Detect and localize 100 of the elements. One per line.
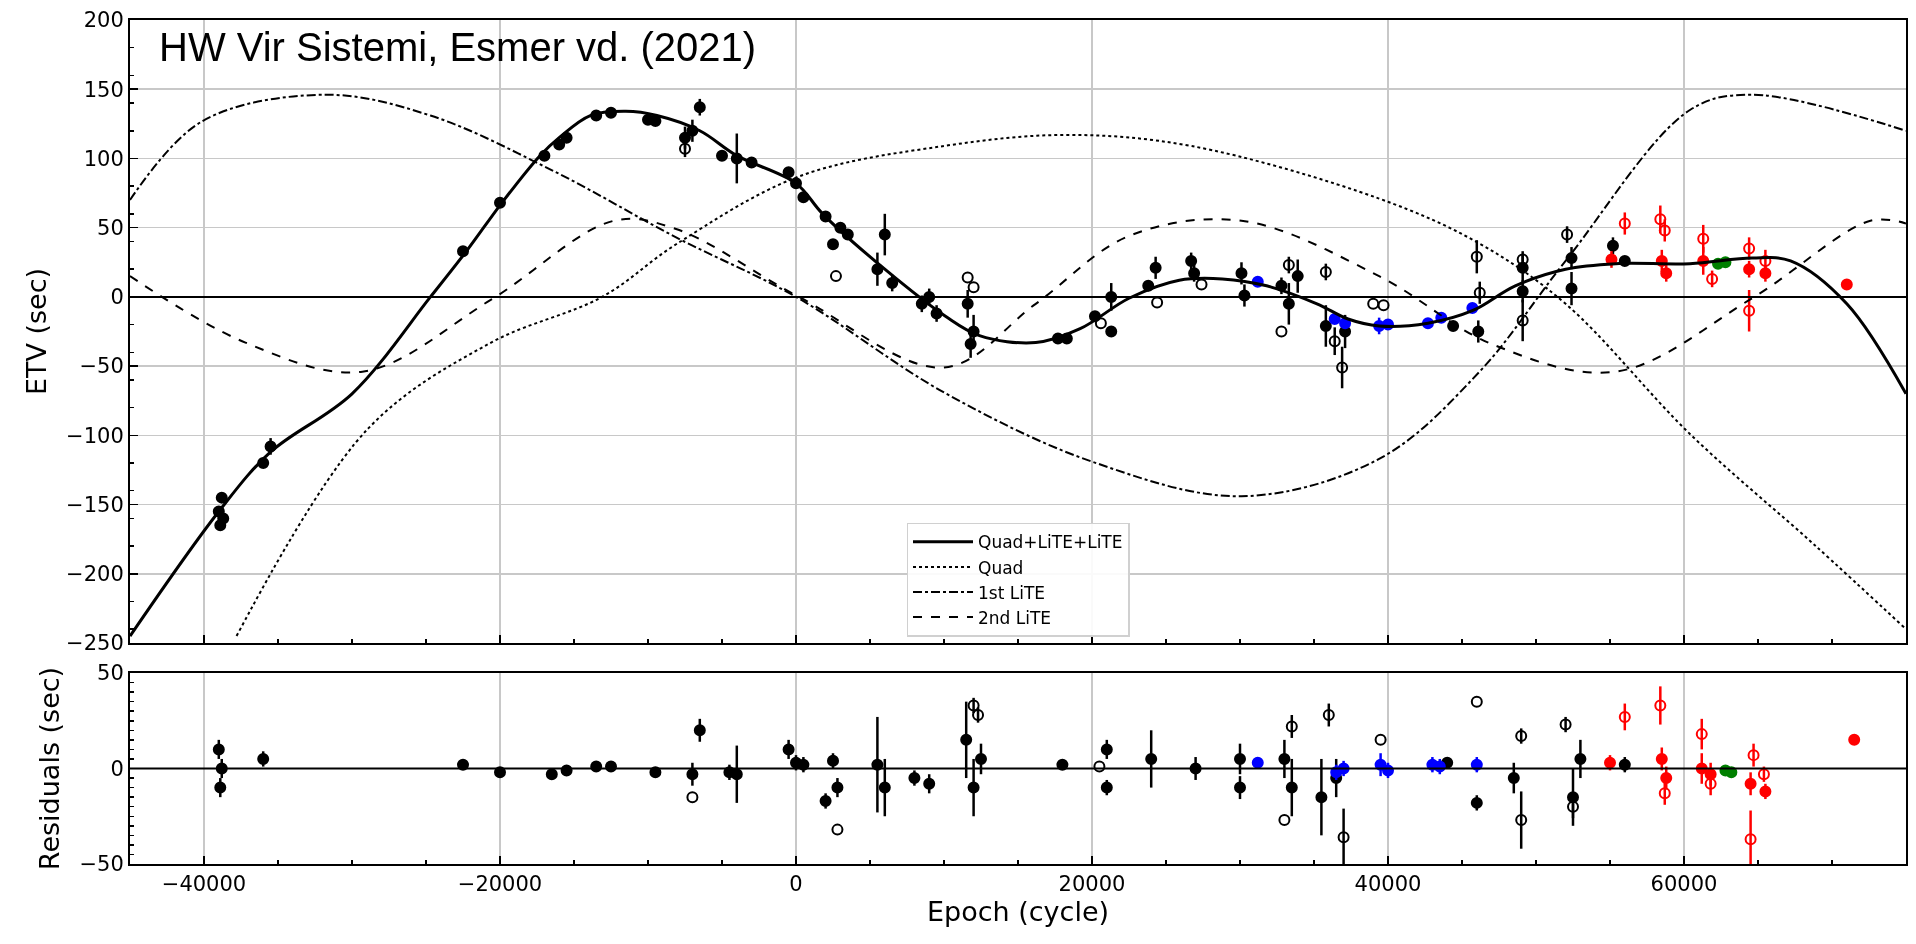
point: [967, 781, 980, 794]
legend-label: 2nd LiTE: [978, 607, 1052, 628]
point: [1660, 267, 1673, 280]
point: [1145, 752, 1158, 765]
x-tick-label: 0: [789, 872, 803, 897]
point: [972, 709, 985, 722]
point: [693, 724, 706, 737]
point: [212, 743, 225, 756]
point: [1473, 286, 1486, 299]
point: [1744, 833, 1757, 846]
y-tick-label: 200: [83, 8, 124, 33]
y-tick-label: −50: [79, 354, 124, 379]
point: [829, 270, 842, 283]
point: [1374, 733, 1387, 746]
point: [1251, 756, 1264, 769]
point: [1655, 752, 1668, 765]
point: [730, 768, 743, 781]
point: [1275, 325, 1288, 338]
legend-label: 1st LiTE: [978, 582, 1046, 603]
y-tick-label: −250: [66, 631, 124, 656]
point: [1100, 743, 1113, 756]
point: [1743, 263, 1756, 276]
x-tick-label: 20000: [1058, 872, 1126, 897]
y-tick-label: −100: [66, 423, 124, 448]
point: [1516, 314, 1529, 327]
point: [1618, 710, 1631, 723]
x-tick-label: 40000: [1354, 872, 1422, 897]
point: [686, 768, 699, 781]
point: [1470, 695, 1483, 708]
point: [1315, 791, 1328, 804]
point: [908, 772, 921, 785]
point: [686, 791, 699, 804]
point: [1695, 728, 1708, 741]
y-tick-label: 50: [97, 216, 124, 241]
point: [1319, 265, 1332, 278]
point: [545, 768, 558, 781]
point: [1658, 224, 1671, 237]
y-tick-label: 50: [97, 661, 124, 686]
y-tick-label: 0: [110, 756, 124, 781]
y-tick-label: 100: [83, 146, 124, 171]
point: [819, 794, 832, 807]
point: [1328, 313, 1341, 326]
point: [878, 781, 891, 794]
point: [257, 752, 270, 765]
y-tick-label: −150: [66, 492, 124, 517]
point: [1706, 272, 1719, 285]
point: [1654, 213, 1667, 226]
y-tick-label: 150: [83, 77, 124, 102]
point: [1840, 278, 1853, 291]
point: [1094, 317, 1107, 330]
point: [831, 781, 844, 794]
point: [1093, 760, 1106, 773]
point: [1377, 299, 1390, 312]
point: [1604, 756, 1616, 769]
point: [1744, 777, 1757, 790]
point: [1282, 259, 1295, 272]
point: [827, 754, 839, 767]
point: [1285, 781, 1298, 794]
point: [975, 752, 987, 765]
y-axis-title: ETV (sec): [20, 267, 52, 396]
point: [782, 743, 795, 756]
point: [679, 142, 691, 155]
point: [1654, 699, 1667, 712]
point: [831, 823, 844, 836]
y-axis-title: Residuals (sec): [34, 666, 66, 871]
point: [1507, 772, 1520, 785]
point: [1234, 781, 1246, 794]
point: [1285, 720, 1298, 733]
point: [1759, 254, 1772, 267]
point: [967, 699, 980, 712]
point: [1660, 772, 1673, 785]
point: [923, 777, 936, 790]
point: [1234, 752, 1246, 765]
point: [967, 281, 980, 294]
point: [214, 781, 227, 794]
chart-title: HW Vir Sistemi, Esmer vd. (2021): [159, 25, 757, 69]
point: [1743, 242, 1756, 255]
legend-label: Quad: [978, 557, 1024, 578]
point: [961, 271, 974, 284]
point: [1515, 730, 1528, 743]
point: [1328, 335, 1341, 348]
point: [1515, 814, 1528, 827]
x-tick-label: −20000: [457, 872, 543, 897]
point: [1697, 232, 1710, 245]
y-tick-label: −200: [66, 562, 124, 587]
point: [1470, 250, 1483, 263]
point: [457, 758, 469, 771]
point: [1278, 752, 1291, 765]
point: [1747, 749, 1760, 762]
point: [1470, 796, 1483, 809]
point: [1743, 304, 1756, 317]
point: [1195, 278, 1208, 291]
point: [1337, 831, 1350, 844]
legend-label: Quad+LiTE+LiTE: [978, 532, 1123, 553]
y-tick-label: −50: [79, 852, 124, 877]
point: [1367, 297, 1380, 310]
point: [1278, 814, 1291, 827]
point: [1574, 752, 1587, 765]
y-tick-label: 0: [110, 285, 124, 310]
x-tick-label: 60000: [1650, 872, 1718, 897]
